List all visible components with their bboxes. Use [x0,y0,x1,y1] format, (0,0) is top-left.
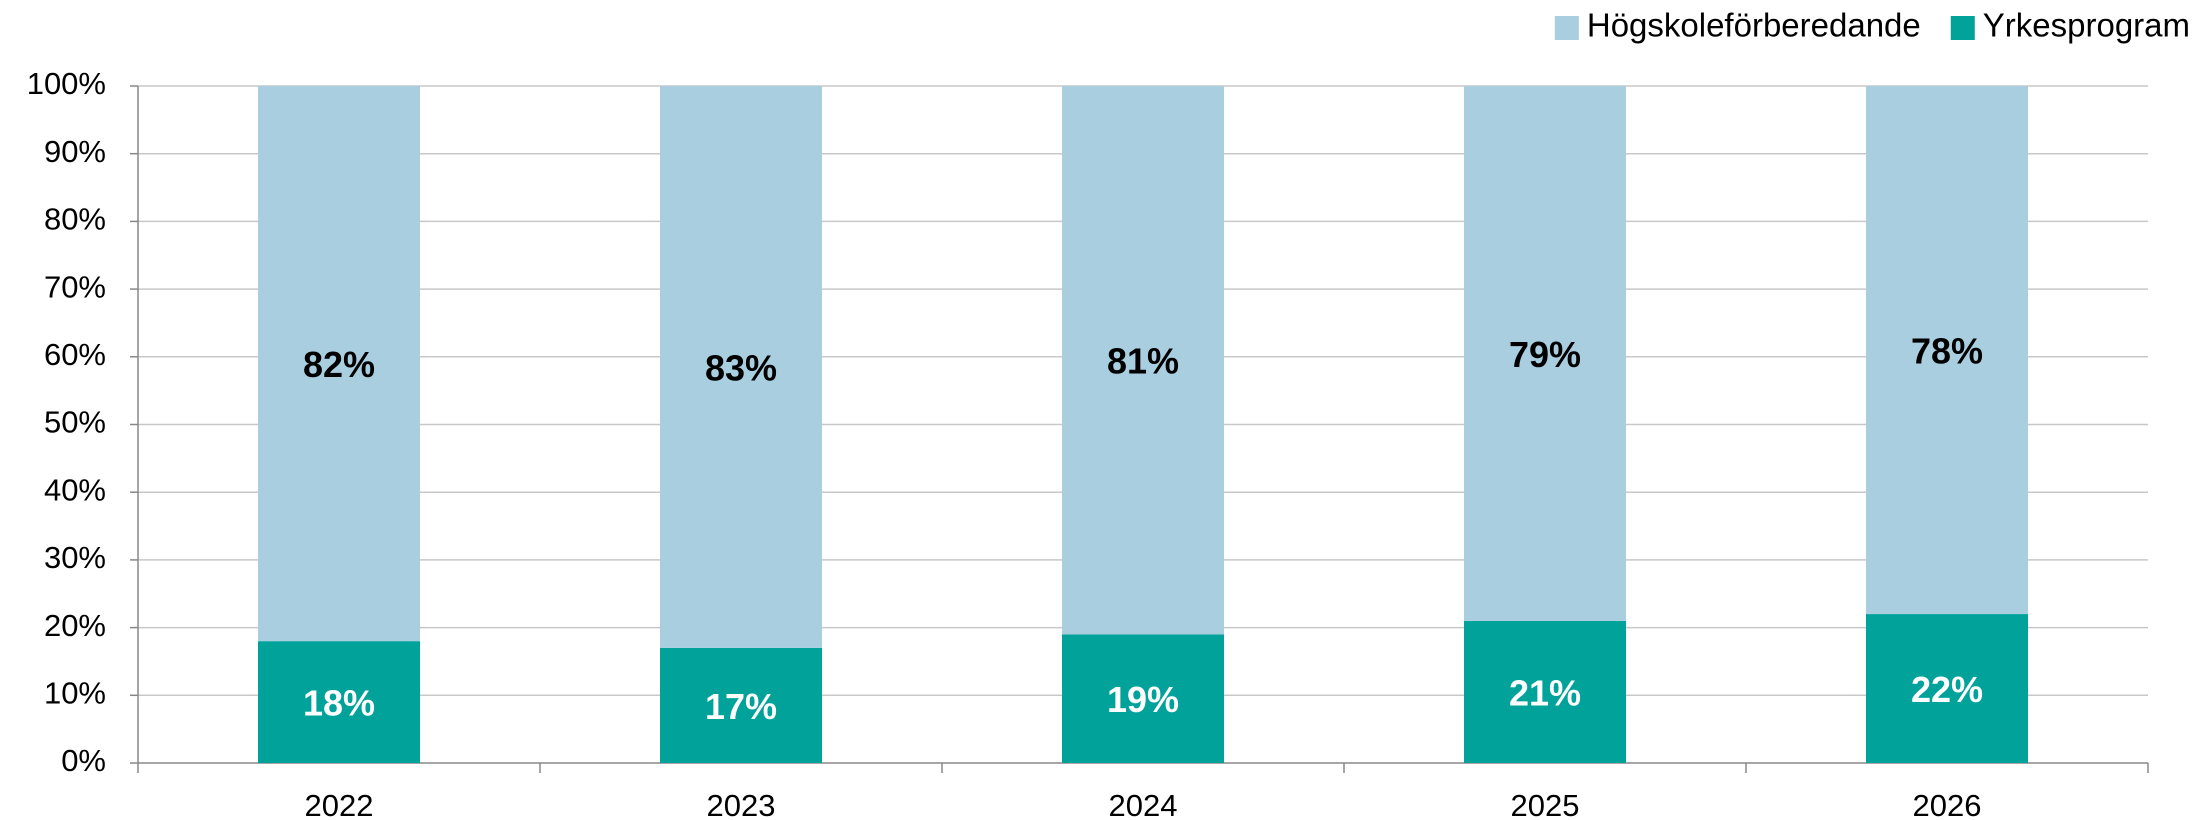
bar-segment [258,86,420,642]
bar-segment [1062,634,1224,763]
y-tick-label: 10% [44,675,106,710]
bar-segment [258,641,420,763]
y-tick-label: 30% [44,540,106,575]
data-label: 82% [303,344,375,385]
legend-swatch [1950,16,1975,40]
bar-segment [660,86,822,648]
bar-segment [660,647,822,763]
data-label: 18% [303,683,375,724]
y-tick-label: 100% [27,66,106,101]
y-tick-label: 50% [44,405,106,440]
data-label: 83% [705,347,777,388]
legend-swatch [1554,16,1579,40]
x-tick-label: 2025 [1511,788,1580,820]
x-tick-label: 2022 [305,788,374,820]
data-label: 79% [1509,334,1581,375]
y-tick-label: 20% [44,608,106,643]
legend-label: Yrkesprogram [1983,7,2190,44]
bar-segment [1464,620,1626,763]
data-label: 22% [1911,669,1983,710]
data-label: 21% [1509,672,1581,713]
x-tick-label: 2026 [1913,788,1982,820]
y-tick-label: 90% [44,134,106,169]
y-tick-label: 80% [44,202,106,237]
bar-segment [1866,86,2028,615]
data-label: 81% [1107,341,1179,382]
legend-label: Högskoleförberedande [1587,7,1921,44]
y-tick-label: 70% [44,269,106,304]
y-tick-label: 0% [61,743,106,778]
y-tick-label: 40% [44,472,106,507]
bar-segment [1866,614,2028,763]
y-tick-label: 60% [44,337,106,372]
data-label: 78% [1911,331,1983,372]
bar-segment [1062,86,1224,635]
bar-segment [1464,86,1626,621]
data-label: 19% [1107,679,1179,720]
x-tick-label: 2024 [1109,788,1178,820]
data-label: 17% [705,686,777,727]
x-tick-label: 2023 [707,788,776,820]
